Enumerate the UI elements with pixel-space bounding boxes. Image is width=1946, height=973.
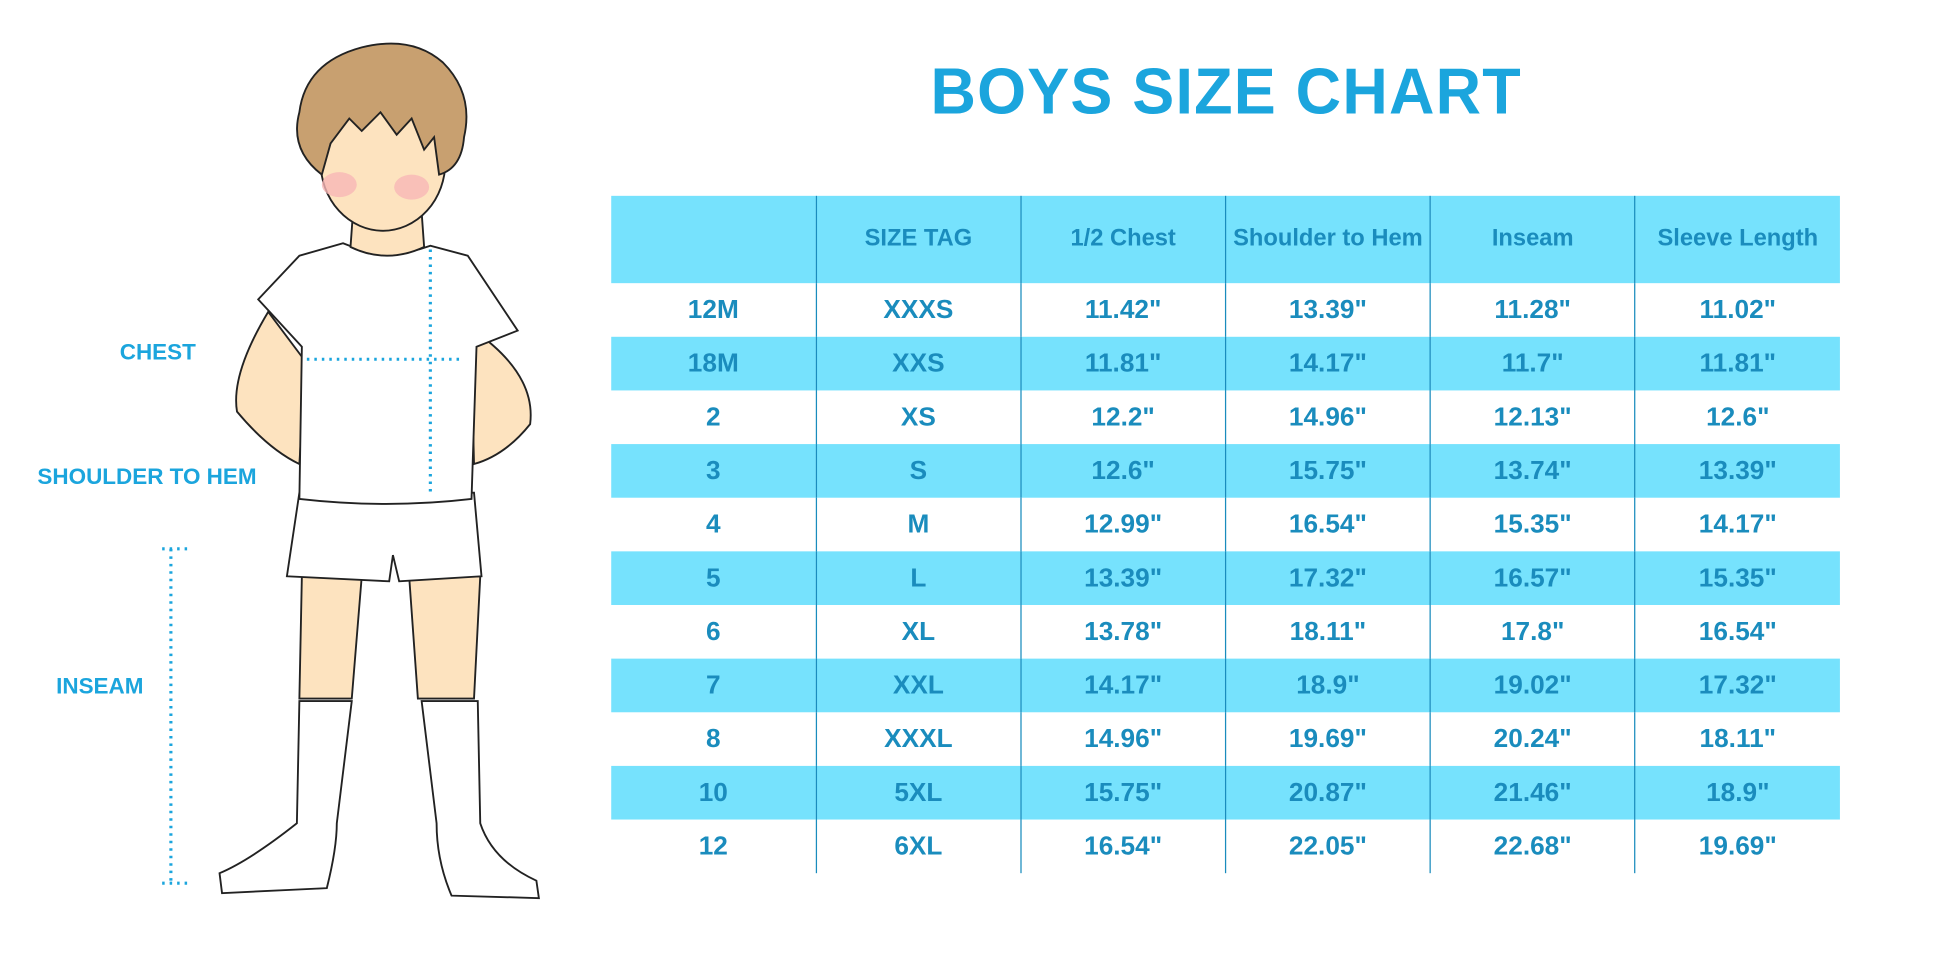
- table-cell: 12: [698, 831, 728, 861]
- table-cell: 18M: [611, 336, 816, 391]
- table-cell: 15.75": [1020, 765, 1226, 820]
- table-cell: 19.69": [1224, 712, 1431, 766]
- table-cell: 16.57": [1429, 551, 1636, 605]
- table-cell: 12.99": [1020, 497, 1226, 552]
- inseam-label: INSEAM: [56, 673, 144, 699]
- table-cell: 14.17": [1634, 497, 1840, 552]
- table-cell: XXXL: [815, 712, 1021, 766]
- table-row: 5 L 13.39" 17.32" 16.57" 15.35": [611, 551, 1840, 605]
- table-row: 12M XXXS 11.42" 13.39" 11.28" 11.02": [611, 283, 1840, 337]
- table-cell: XXXS: [815, 283, 1021, 337]
- table-cell: 13.39": [1020, 551, 1226, 605]
- table-cell: 18.11": [1634, 712, 1840, 766]
- table-cell: 13.78": [1020, 604, 1226, 659]
- table-cell: 5XL: [815, 765, 1021, 820]
- table-row: 18M XXS 11.81" 14.17" 11.7" 11.81": [611, 336, 1840, 391]
- table-cell: 16.54": [1224, 497, 1431, 552]
- table-row: 8 XXXL 14.96" 19.69" 20.24" 18.11": [611, 712, 1840, 766]
- table-cell: 14.96": [1224, 390, 1431, 445]
- table-cell: 17.32": [1634, 658, 1840, 713]
- column-header: Inseam: [1429, 195, 1636, 284]
- table-cell: 22.68": [1429, 819, 1636, 874]
- table-cell: 12.13": [1429, 390, 1636, 445]
- column-header: Sleeve Length: [1634, 195, 1840, 284]
- table-cell: 18.9": [1224, 658, 1431, 713]
- table-cell: 18.9": [1634, 765, 1840, 820]
- table-cell: 10: [611, 765, 816, 820]
- table-cell: S: [815, 444, 1021, 498]
- table-cell: 14.17": [1224, 336, 1431, 391]
- table-cell: L: [815, 551, 1021, 605]
- table-cell: 22.05": [1224, 819, 1431, 874]
- table-cell: 5: [611, 551, 816, 605]
- table-cell: 19.02": [1429, 658, 1636, 713]
- table-cell: 12.2": [1020, 390, 1226, 445]
- table-cell: 13.39": [1224, 283, 1431, 337]
- table-cell: 15.35": [1429, 497, 1636, 552]
- table-cell: 11.02": [1634, 283, 1840, 337]
- table-cell: 11.81": [1634, 336, 1840, 391]
- table-cell: XXS: [815, 336, 1021, 391]
- boy-illustration: [162, 42, 540, 900]
- column-header: SIZE TAG: [815, 195, 1021, 284]
- table-row: 3 S 12.6" 15.75" 13.74" 13.39": [611, 444, 1840, 498]
- table-cell: 4: [706, 509, 721, 539]
- table-cell: 3: [611, 444, 816, 498]
- table-cell: 21.46": [1429, 765, 1636, 820]
- table-cell: XXL: [815, 658, 1021, 713]
- table-cell: XS: [815, 390, 1021, 445]
- table-cell: 17.32": [1224, 551, 1431, 605]
- table-cell: 20.87": [1224, 765, 1431, 820]
- table-cell: 11.42": [1020, 283, 1226, 337]
- column-header: [611, 195, 816, 284]
- table-header-row: SIZE TAG 1/2 Chest Shoulder to Hem Inseam Sl…: [611, 195, 1840, 284]
- table-row: 7 XXL 14.17" 18.9" 19.02" 17.32": [611, 658, 1840, 713]
- table-cell: 16.54": [1020, 819, 1226, 874]
- table-cell: M: [815, 497, 1021, 552]
- table-row: 2 XS 12.2" 14.96" 12.13" 12.6": [611, 390, 1840, 445]
- table-cell: 11.7": [1429, 336, 1636, 391]
- table-cell: 15.75": [1224, 444, 1431, 498]
- table-cell: 12M: [687, 295, 739, 324]
- table-cell: 19.69": [1634, 819, 1840, 874]
- table-cell: 2: [706, 402, 721, 431]
- table-cell: 7: [611, 658, 816, 713]
- page-title: BOYS SIZE CHART: [930, 56, 1522, 129]
- table-cell: 6: [706, 616, 721, 646]
- table-cell: 12.6": [1020, 444, 1226, 498]
- table-cell: 13.74": [1429, 444, 1636, 498]
- table-cell: XL: [815, 604, 1021, 659]
- table-cell: 14.17": [1020, 658, 1226, 713]
- table-cell: 17.8": [1429, 604, 1636, 659]
- table-cell: 11.28": [1429, 283, 1636, 337]
- table-cell: 13.39": [1634, 444, 1840, 498]
- column-header: 1/2 Chest: [1020, 195, 1226, 284]
- shoulder-to-hem-label: SHOULDER TO HEM: [37, 464, 257, 489]
- column-header: Shoulder to Hem: [1224, 195, 1431, 284]
- chest-label: CHEST: [119, 339, 196, 365]
- table-cell: 14.96": [1020, 712, 1226, 766]
- table-cell: 8: [706, 724, 721, 753]
- table-cell: 18.11": [1224, 604, 1431, 659]
- table-cell: 16.54": [1634, 604, 1840, 659]
- table-cell: 12.6": [1634, 390, 1840, 445]
- table-cell: 6XL: [815, 819, 1021, 874]
- table-row: 12 6XL 16.54" 22.05" 22.68" 19.69": [611, 819, 1840, 874]
- table-cell: 20.24": [1429, 712, 1636, 766]
- table-row: 10 5XL 15.75" 20.87" 21.46" 18.9": [611, 765, 1840, 820]
- table-row: 6 XL 13.78" 18.11" 17.8" 16.54": [611, 604, 1840, 659]
- table-row: 4 M 12.99" 16.54" 15.35" 14.17": [611, 497, 1840, 552]
- table-cell: 15.35": [1634, 551, 1840, 605]
- table-cell: 11.81": [1020, 336, 1226, 391]
- size-table: SIZE TAG 1/2 Chest Shoulder to Hem Inseam Sl…: [611, 195, 1840, 874]
